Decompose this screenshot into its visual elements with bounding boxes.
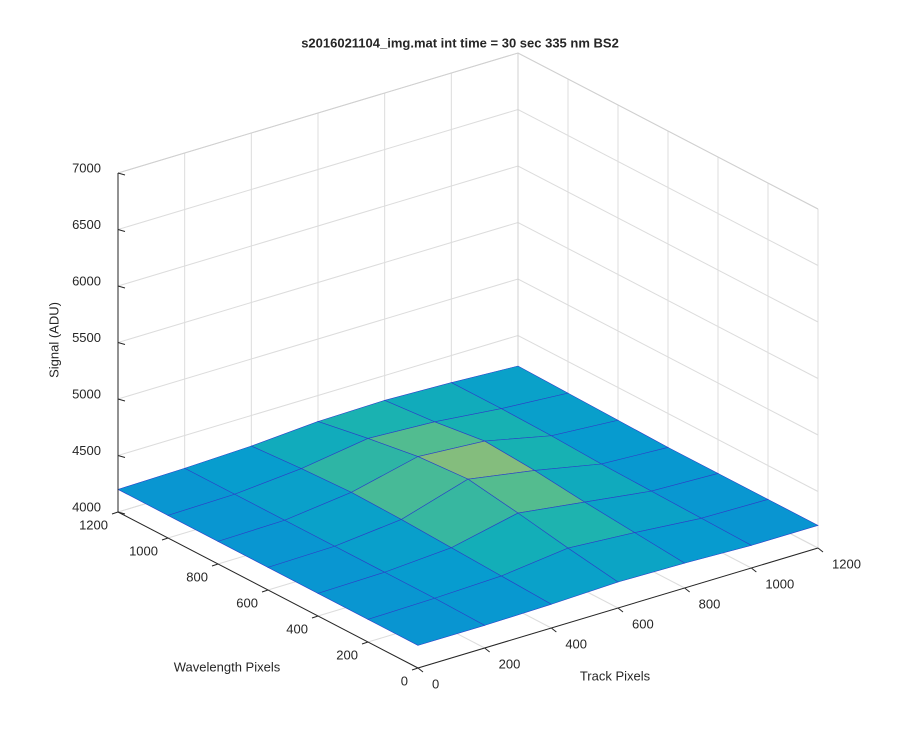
z-tick-label: 5500 bbox=[72, 330, 101, 345]
y-tick bbox=[411, 667, 419, 671]
z-tick bbox=[117, 229, 126, 232]
y-tick bbox=[111, 511, 119, 515]
y-tick-label: 400 bbox=[286, 621, 308, 636]
z-axis-label: Signal (ADU) bbox=[46, 302, 61, 378]
x-axis-label: Track Pixels bbox=[580, 668, 651, 683]
x-tick bbox=[817, 547, 824, 553]
x-tick-label: 800 bbox=[699, 596, 721, 611]
z-tick-label: 7000 bbox=[72, 160, 101, 175]
x-tick bbox=[551, 627, 557, 633]
y-tick-label: 0 bbox=[401, 673, 408, 688]
y-tick-label: 1200 bbox=[79, 517, 108, 532]
x-tick-label: 1200 bbox=[832, 556, 861, 571]
z-tick bbox=[117, 511, 126, 515]
z-tick bbox=[117, 398, 126, 402]
y-tick-label: 1000 bbox=[129, 543, 158, 558]
surface-patch bbox=[367, 597, 486, 646]
y-tick bbox=[261, 589, 269, 593]
x-tick bbox=[617, 607, 624, 613]
z-tick-label: 4000 bbox=[72, 499, 101, 514]
x-tick-label: 0 bbox=[432, 676, 439, 691]
z-tick bbox=[117, 285, 126, 289]
z-tick-label: 4500 bbox=[72, 443, 101, 458]
y-tick bbox=[161, 537, 169, 541]
z-tick-label: 6500 bbox=[72, 217, 101, 232]
z-tick-label: 5000 bbox=[72, 386, 101, 401]
x-tick bbox=[684, 587, 690, 593]
y-tick-label: 200 bbox=[336, 647, 358, 662]
y-tick bbox=[311, 615, 319, 619]
y-axis-label: Wavelength Pixels bbox=[174, 659, 281, 674]
z-tick-label: 6000 bbox=[72, 273, 101, 288]
x-tick-label: 1000 bbox=[765, 576, 794, 591]
x-tick bbox=[751, 567, 757, 573]
x-tick-label: 200 bbox=[499, 656, 521, 671]
z-tick bbox=[117, 455, 126, 458]
x-tick bbox=[484, 647, 490, 653]
y-tick bbox=[211, 563, 219, 567]
z-tick bbox=[117, 342, 126, 345]
z-tick bbox=[117, 172, 126, 176]
x-tick-label: 400 bbox=[565, 636, 587, 651]
x-tick bbox=[417, 667, 424, 673]
y-tick-label: 600 bbox=[236, 595, 258, 610]
chart-title: s2016021104_img.mat int time = 30 sec 33… bbox=[301, 35, 619, 50]
y-tick bbox=[361, 641, 369, 645]
y-tick-label: 800 bbox=[186, 569, 208, 584]
x-tick-label: 600 bbox=[632, 616, 654, 631]
